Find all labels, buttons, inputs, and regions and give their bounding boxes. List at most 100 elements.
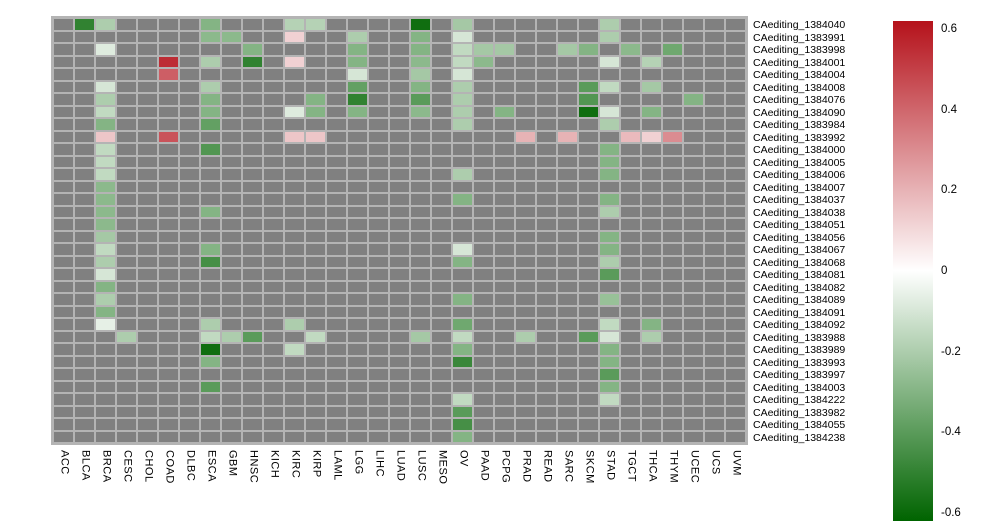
heatmap-cell (348, 281, 367, 292)
heatmap-cell (306, 206, 325, 217)
heatmap-cell (474, 181, 493, 192)
heatmap-cell (159, 256, 178, 267)
heatmap-cell (684, 81, 703, 92)
heatmap-cell (621, 31, 640, 42)
heatmap-cell (54, 119, 73, 130)
heatmap-cell (117, 256, 136, 267)
heatmap-cell (306, 106, 325, 117)
heatmap-cell (75, 294, 94, 305)
heatmap-cell (75, 69, 94, 80)
heatmap-cell (453, 406, 472, 417)
heatmap-cell (726, 144, 745, 155)
heatmap-cell (54, 319, 73, 330)
heatmap-cell (705, 81, 724, 92)
colorbar-tick-label: 0 (941, 265, 948, 277)
heatmap-cell (684, 169, 703, 180)
heatmap-cell (537, 156, 556, 167)
heatmap-cell (243, 319, 262, 330)
heatmap-cell (348, 294, 367, 305)
heatmap-cell (390, 106, 409, 117)
heatmap-cell (495, 131, 514, 142)
column-label: THYM (667, 450, 680, 484)
heatmap-cell (600, 306, 619, 317)
heatmap-cell (369, 356, 388, 367)
heatmap-cell (138, 269, 157, 280)
heatmap-cell (138, 19, 157, 30)
heatmap-cell (474, 344, 493, 355)
heatmap-cell (705, 294, 724, 305)
heatmap-cell (558, 231, 577, 242)
heatmap-cell (327, 19, 346, 30)
heatmap-cell (558, 306, 577, 317)
heatmap-cell (348, 369, 367, 380)
heatmap-cell (180, 431, 199, 442)
heatmap-cell (243, 256, 262, 267)
heatmap-cell (180, 44, 199, 55)
heatmap-cell (117, 106, 136, 117)
heatmap-cell (558, 294, 577, 305)
heatmap-cell (579, 256, 598, 267)
heatmap-cell (96, 144, 115, 155)
heatmap-cell (180, 206, 199, 217)
heatmap-cell (348, 69, 367, 80)
heatmap-cell (579, 281, 598, 292)
heatmap-cell (411, 69, 430, 80)
heatmap-cell (348, 206, 367, 217)
heatmap-cell (579, 44, 598, 55)
heatmap-cell (579, 294, 598, 305)
heatmap-cell (96, 181, 115, 192)
heatmap-cell (705, 356, 724, 367)
heatmap-cell (159, 294, 178, 305)
colorbar-tick-label: -0.6 (941, 506, 961, 519)
heatmap-cell (264, 319, 283, 330)
heatmap-cell (264, 144, 283, 155)
heatmap-cell (159, 381, 178, 392)
heatmap-cell (159, 56, 178, 67)
heatmap-cell (663, 431, 682, 442)
heatmap-cell (96, 31, 115, 42)
heatmap-cell (264, 106, 283, 117)
heatmap-cell (579, 181, 598, 192)
heatmap-cell (537, 106, 556, 117)
heatmap-cell (201, 394, 220, 405)
heatmap-cell (495, 181, 514, 192)
heatmap-cell (642, 369, 661, 380)
column-label: MESO (436, 450, 449, 485)
heatmap-cell (243, 69, 262, 80)
heatmap-cell (642, 44, 661, 55)
heatmap-cell (621, 369, 640, 380)
heatmap-cell (537, 269, 556, 280)
heatmap-cell (453, 269, 472, 280)
heatmap-cell (264, 431, 283, 442)
heatmap-cell (222, 94, 241, 105)
heatmap-cell (348, 19, 367, 30)
heatmap-cell (243, 231, 262, 242)
heatmap-cell (75, 94, 94, 105)
heatmap-cell (222, 106, 241, 117)
heatmap-cell (642, 106, 661, 117)
heatmap-cell (54, 344, 73, 355)
heatmap-cell (558, 119, 577, 130)
heatmap-cell (222, 31, 241, 42)
column-label: BLCA (79, 450, 92, 481)
heatmap-cell (264, 69, 283, 80)
heatmap-cell (54, 156, 73, 167)
heatmap-cell (159, 306, 178, 317)
heatmap-cell (579, 369, 598, 380)
heatmap-cell (474, 369, 493, 380)
heatmap-cell (201, 81, 220, 92)
heatmap-cell (516, 269, 535, 280)
heatmap-cell (390, 194, 409, 205)
heatmap-cell (369, 231, 388, 242)
heatmap-cell (516, 69, 535, 80)
heatmap-cell (348, 181, 367, 192)
heatmap-cell (474, 94, 493, 105)
heatmap-cell (327, 131, 346, 142)
heatmap-cell (222, 356, 241, 367)
heatmap-cell (54, 206, 73, 217)
heatmap-cell (474, 169, 493, 180)
heatmap-cell (726, 394, 745, 405)
heatmap-cell (432, 319, 451, 330)
heatmap-cell (159, 69, 178, 80)
heatmap-cell (390, 169, 409, 180)
